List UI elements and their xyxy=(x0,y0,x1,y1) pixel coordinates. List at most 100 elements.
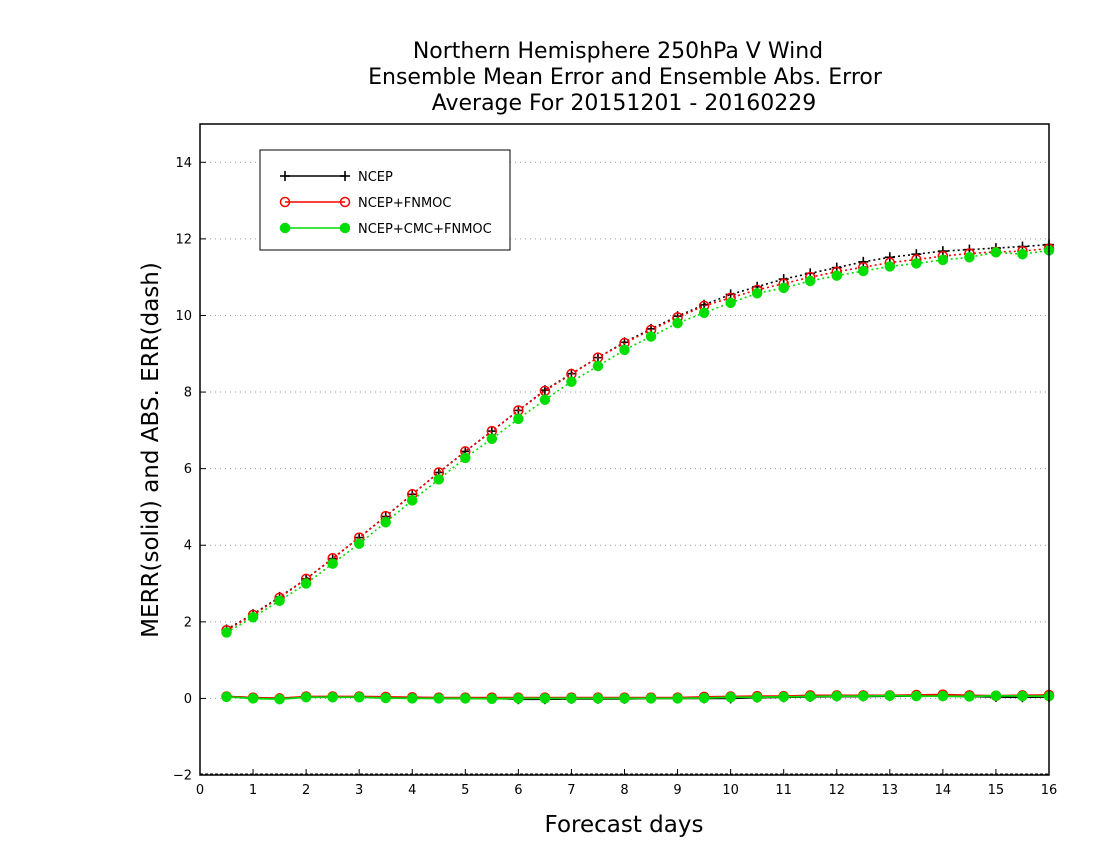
merr-point xyxy=(300,692,312,703)
abs-err-point xyxy=(725,297,736,309)
x-tick-label: 14 xyxy=(935,783,952,798)
y-tick-label: 2 xyxy=(184,615,192,630)
x-tick-label: 9 xyxy=(673,783,681,798)
merr-point xyxy=(407,693,418,704)
abs-err-point xyxy=(566,376,577,387)
series-layer xyxy=(221,239,1055,705)
merr-point xyxy=(937,690,949,702)
x-tick-label: 1 xyxy=(249,783,257,798)
abs-err-point xyxy=(221,627,232,638)
abs-err-point xyxy=(460,452,471,464)
merr-point xyxy=(221,691,232,703)
merr-point xyxy=(964,691,975,702)
abs-err-point xyxy=(964,252,975,263)
legend-item: NCEP+CMC+FNMOC xyxy=(279,222,492,237)
legend-marker xyxy=(339,196,351,208)
merr-point xyxy=(1017,690,1028,702)
series-ncep xyxy=(221,239,1054,705)
merr-point xyxy=(645,693,657,704)
legend-item: NCEP+FNMOC xyxy=(279,196,451,211)
abs-err-point xyxy=(592,360,604,372)
chart-title: Northern Hemisphere 250hPa V Wind Ensemb… xyxy=(368,39,883,116)
abs-err-point xyxy=(911,258,922,269)
legend-marker xyxy=(280,171,290,181)
abs-err-point xyxy=(274,595,285,607)
abs-err-point xyxy=(1017,248,1028,260)
merr-point xyxy=(353,692,365,703)
abs-err-point xyxy=(672,317,683,329)
title-line-3: Average For 20151201 - 20160229 xyxy=(432,91,817,116)
abs-err-point xyxy=(884,261,896,272)
x-tick-label: 8 xyxy=(620,783,628,798)
x-tick-label: 0 xyxy=(196,783,204,798)
y-axis: −2 0 2 4 6 8 10 12 14 xyxy=(173,156,206,784)
abs-err-point xyxy=(380,517,391,528)
merr-point xyxy=(566,693,577,704)
y-tick-label: 12 xyxy=(175,232,192,247)
merr-point xyxy=(460,693,471,704)
abs-err-point xyxy=(327,558,338,569)
x-tick-label: 6 xyxy=(514,783,522,798)
merr-point xyxy=(751,692,763,703)
series-ncep-cmc-fnmoc xyxy=(221,245,1055,705)
abs-err-point xyxy=(778,282,789,294)
abs-err-point xyxy=(804,275,816,287)
y-axis-label: MERR(solid) and ABS. ERR(dash) xyxy=(138,262,164,638)
title-line-1: Northern Hemisphere 250hPa V Wind xyxy=(413,39,823,64)
abs-err-point xyxy=(698,307,710,319)
legend-marker xyxy=(279,222,291,234)
title-line-2: Ensemble Mean Error and Ensemble Abs. Er… xyxy=(368,65,883,90)
merr-point xyxy=(486,693,498,705)
abs-err-point xyxy=(990,247,1002,258)
merr-point xyxy=(884,690,896,701)
abs-err-point xyxy=(884,252,895,263)
y-tick-label: 10 xyxy=(175,309,192,324)
abs-err-point xyxy=(407,495,418,506)
abs-err-point xyxy=(911,249,922,260)
x-tick-label: 10 xyxy=(722,783,739,798)
merr-point xyxy=(698,692,710,704)
abs-err-point xyxy=(539,394,551,405)
merr-point xyxy=(804,691,816,702)
legend: NCEP NCEP+FNMOC NCEP+CMC+FNMOC xyxy=(259,149,511,251)
abs-err-point xyxy=(645,331,657,342)
merr-point xyxy=(672,693,683,704)
x-tick-label: 16 xyxy=(1041,783,1058,798)
merr-point xyxy=(619,693,630,704)
abs-err-point xyxy=(937,254,949,266)
x-tick-label: 15 xyxy=(988,783,1005,798)
abs-err-point xyxy=(831,270,842,281)
y-tick-label: 8 xyxy=(184,386,192,401)
x-tick-label: 2 xyxy=(302,783,310,798)
abs-err-point xyxy=(486,433,498,445)
merr-point xyxy=(247,693,259,704)
x-axis-label: Forecast days xyxy=(545,812,704,838)
merr-point xyxy=(433,693,445,704)
x-tick-label: 4 xyxy=(408,783,416,798)
y-tick-label: 14 xyxy=(175,156,192,171)
x-tick-label: 11 xyxy=(775,783,792,798)
legend-box xyxy=(259,149,511,251)
abs-err-point xyxy=(751,288,763,299)
abs-err-point xyxy=(300,578,312,589)
legend-marker xyxy=(340,171,350,181)
x-axis: 0 1 2 3 4 5 6 7 8 9 10 11 12 13 14 15 16 xyxy=(196,769,1057,798)
abs-err-point xyxy=(247,611,259,623)
abs-err-point xyxy=(858,265,869,277)
merr-point xyxy=(725,692,736,703)
legend-label: NCEP+CMC+FNMOC xyxy=(358,222,492,237)
legend-item: NCEP xyxy=(280,170,393,185)
legend-label: NCEP xyxy=(358,170,393,185)
merr-point xyxy=(327,692,338,703)
x-tick-label: 3 xyxy=(355,783,363,798)
abs-err-point xyxy=(513,413,524,425)
merr-point xyxy=(858,690,869,702)
merr-point xyxy=(592,693,604,704)
abs-err-point xyxy=(858,256,869,267)
abs-err-point xyxy=(619,344,630,356)
legend-marker xyxy=(339,222,351,234)
series-ncep-fnmoc xyxy=(221,243,1055,704)
x-tick-label: 13 xyxy=(882,783,899,798)
grid-lines xyxy=(200,161,1049,775)
